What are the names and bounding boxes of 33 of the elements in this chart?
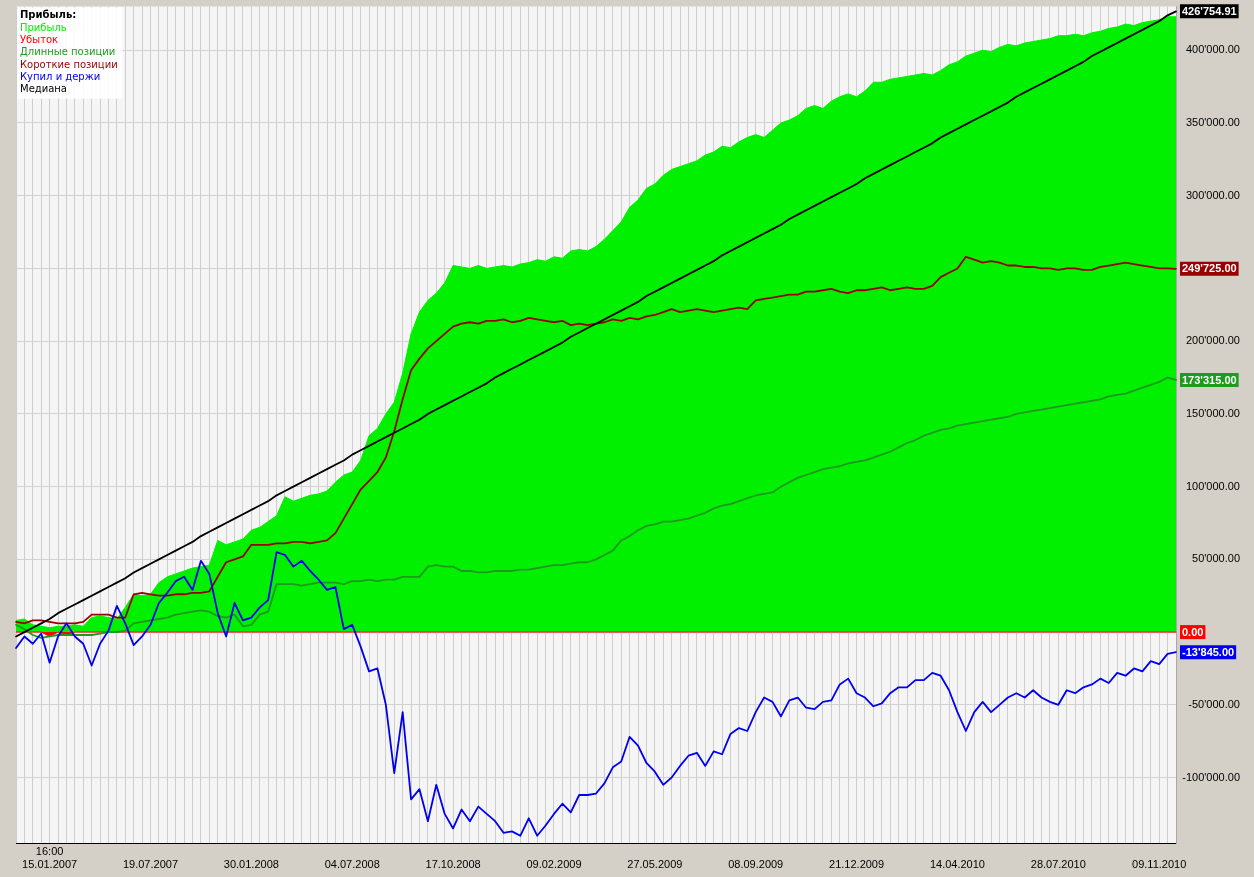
y-tick-label: 200'000.00: [1185, 334, 1240, 347]
x-tick-label: 17.10.2008: [425, 857, 481, 870]
x-tick-label: 08.09.2009: [728, 857, 784, 870]
x-tick-label: 27.05.2009: [627, 857, 683, 870]
y-tick-label: 350'000.00: [1185, 116, 1240, 128]
y-tick-label: 50'000.00: [1192, 552, 1240, 565]
y-tick-label: 400'000.00: [1185, 43, 1240, 56]
data-label: 0.00: [1182, 625, 1204, 638]
data-label: 426'754.91: [1182, 4, 1237, 17]
x-tick-label: 14.04.2010: [929, 857, 985, 870]
y-tick-label: 300'000.00: [1185, 188, 1240, 201]
x-tick-label: 16:00 15.01.2007: [22, 844, 78, 870]
x-tick-label: 30.01.2008: [223, 857, 279, 870]
text: Убыток: [20, 33, 59, 45]
y-tick-label: 100'000.00: [1185, 479, 1240, 492]
text: Длинные позиции: [20, 46, 116, 58]
data-label: -13'845.00: [1182, 645, 1235, 658]
x-tick-label: 09.02.2009: [526, 857, 582, 870]
text: Короткие позиции: [20, 58, 118, 70]
y-tick-label: 150'000.00: [1185, 406, 1240, 419]
legend-title: Прибыль:: [20, 9, 77, 21]
x-tick-label: 28.07.2010: [1030, 857, 1086, 870]
y-tick-label: -50'000.00: [1188, 697, 1240, 710]
text: Медиана: [20, 83, 67, 95]
y-tick-label: -100'000.00: [1182, 770, 1240, 783]
data-label: 173'315.00: [1182, 373, 1237, 386]
text: Купил и держи: [20, 70, 101, 82]
data-label: 249'725.00: [1182, 262, 1237, 275]
x-tick-label: 21.12.2009: [829, 857, 885, 870]
x-tick-label: 09.11.2010: [1132, 857, 1187, 870]
x-tick-label: 04.07.2008: [324, 857, 380, 870]
text: Прибыль: [20, 21, 67, 33]
x-tick-label: 19.07.2007: [122, 857, 179, 870]
